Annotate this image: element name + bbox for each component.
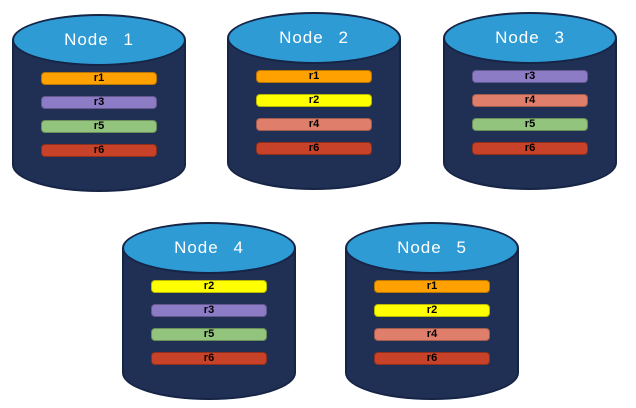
node-title: Node 2: [279, 28, 349, 47]
replica-list: r1 r2 r4 r6: [227, 70, 401, 155]
node-title: Node 3: [495, 28, 565, 47]
replica-label: r5: [93, 120, 105, 132]
replica-label: r2: [426, 304, 438, 316]
node-title: Node 1: [64, 30, 134, 49]
node-title: Node 4: [174, 238, 244, 257]
replica-label: r5: [203, 328, 215, 340]
replica-label: r6: [524, 142, 536, 154]
replica-list: r3 r4 r5 r6: [443, 70, 617, 155]
replica-label: r6: [426, 352, 438, 364]
replica-label: r1: [426, 280, 438, 292]
replica-bar-r2: r2: [256, 94, 372, 107]
replica-bar-r2: r2: [374, 304, 490, 317]
database-node: Node 1 r1 r3 r5 r6: [12, 14, 186, 192]
replica-bar-r1: r1: [256, 70, 372, 83]
replica-label: r4: [426, 328, 438, 340]
replica-label: r1: [308, 70, 320, 82]
replica-bar-r6: r6: [41, 144, 157, 157]
replica-bar-r1: r1: [374, 280, 490, 293]
cylinder-top: Node 5: [345, 222, 519, 274]
cylinder-top: Node 2: [227, 12, 401, 64]
replica-label: r4: [308, 118, 320, 130]
replica-label: r2: [203, 280, 215, 292]
replica-label: r3: [93, 96, 105, 108]
replica-list: r1 r3 r5 r6: [12, 72, 186, 157]
replica-label: r2: [308, 94, 320, 106]
cylinder-top: Node 1: [12, 14, 186, 66]
replica-bar-r1: r1: [41, 72, 157, 85]
replica-label: r4: [524, 94, 536, 106]
replica-bar-r3: r3: [151, 304, 267, 317]
replica-bar-r6: r6: [374, 352, 490, 365]
replica-bar-r6: r6: [472, 142, 588, 155]
replica-label: r5: [524, 118, 536, 130]
replica-bar-r6: r6: [151, 352, 267, 365]
replica-bar-r5: r5: [41, 120, 157, 133]
replica-bar-r2: r2: [151, 280, 267, 293]
cylinder-top: Node 3: [443, 12, 617, 64]
node-title: Node 5: [397, 238, 467, 257]
replica-bar-r5: r5: [151, 328, 267, 341]
replica-bar-r4: r4: [256, 118, 372, 131]
replica-label: r3: [524, 70, 536, 82]
replica-label: r1: [93, 72, 105, 84]
replica-bar-r4: r4: [374, 328, 490, 341]
replica-label: r6: [93, 144, 105, 156]
database-node: Node 4 r2 r3 r5 r6: [122, 222, 296, 400]
database-node: Node 3 r3 r4 r5 r6: [443, 12, 617, 190]
cylinder-top: Node 4: [122, 222, 296, 274]
database-node: Node 5 r1 r2 r4 r6: [345, 222, 519, 400]
replica-label: r3: [203, 304, 215, 316]
replica-bar-r5: r5: [472, 118, 588, 131]
database-node: Node 2 r1 r2 r4 r6: [227, 12, 401, 190]
replica-bar-r4: r4: [472, 94, 588, 107]
replica-label: r6: [203, 352, 215, 364]
replica-label: r6: [308, 142, 320, 154]
replica-bar-r6: r6: [256, 142, 372, 155]
replica-list: r2 r3 r5 r6: [122, 280, 296, 365]
replica-bar-r3: r3: [41, 96, 157, 109]
replica-list: r1 r2 r4 r6: [345, 280, 519, 365]
replica-bar-r3: r3: [472, 70, 588, 83]
